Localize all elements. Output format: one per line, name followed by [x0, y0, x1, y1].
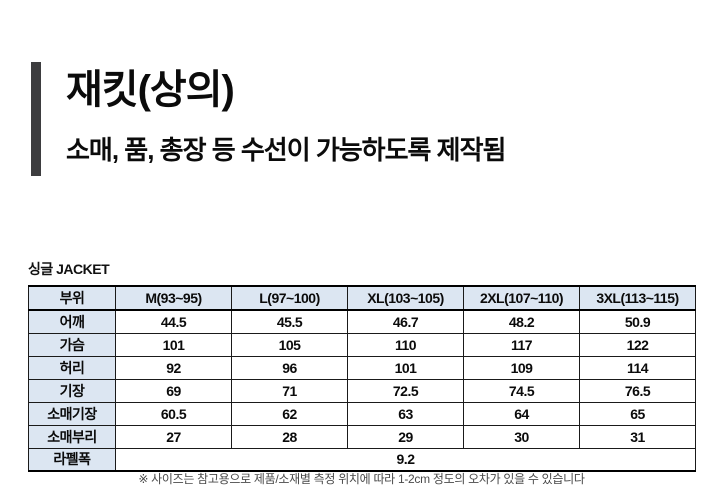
measurement-cell: 69 [115, 378, 232, 403]
measurement-cell: 96 [231, 355, 348, 380]
measurement-cell: 45.5 [231, 309, 348, 334]
measurement-cell: 101 [115, 332, 232, 357]
size-table-section: 싱글 JACKET 부위 M(93~95) L(97~100) XL(103~105)… [28, 259, 696, 472]
measurement-cell: 101 [347, 355, 464, 380]
row-label: 기장 [28, 378, 116, 403]
column-header-size: 3XL(113~115) [579, 285, 696, 311]
row-label: 소매기장 [28, 401, 116, 426]
measurement-cell: 114 [579, 355, 696, 380]
measurement-cell: 48.2 [463, 309, 580, 334]
table-row-lapel: 라펠폭 9.2 [28, 447, 696, 472]
measurement-cell: 92 [115, 355, 232, 380]
table-caption: 싱글 JACKET [28, 261, 110, 277]
measurement-cell: 64 [463, 401, 580, 426]
measurement-cell: 29 [347, 424, 464, 449]
measurement-cell: 50.9 [579, 309, 696, 334]
page-subtitle: 소매, 품, 총장 등 수선이 가능하도록 제작됨 [66, 135, 506, 165]
row-label: 어깨 [28, 309, 116, 334]
table-row: 허리 92 96 101 109 114 [28, 355, 696, 380]
measurement-cell: 74.5 [463, 378, 580, 403]
row-label: 허리 [28, 355, 116, 380]
measurement-cell: 122 [579, 332, 696, 357]
measurement-cell: 62 [231, 401, 348, 426]
measurement-cell: 30 [463, 424, 580, 449]
measurement-cell: 31 [579, 424, 696, 449]
table-row: 어깨 44.5 45.5 46.7 48.2 50.9 [28, 309, 696, 334]
size-table: 부위 M(93~95) L(97~100) XL(103~105) 2XL(107~11… [28, 285, 696, 472]
measurement-cell: 109 [463, 355, 580, 380]
measurement-cell: 65 [579, 401, 696, 426]
header-text: 재킷(상의) 소매, 품, 총장 등 수선이 가능하도록 제작됨 [66, 62, 506, 176]
size-table-header: 부위 M(93~95) L(97~100) XL(103~105) 2XL(107~11… [28, 285, 696, 311]
measurement-cell-spanned: 9.2 [115, 447, 696, 472]
page-header: 재킷(상의) 소매, 품, 총장 등 수선이 가능하도록 제작됨 [31, 62, 506, 176]
measurement-cell: 110 [347, 332, 464, 357]
measurement-cell: 71 [231, 378, 348, 403]
measurement-cell: 72.5 [347, 378, 464, 403]
table-row: 기장 69 71 72.5 74.5 76.5 [28, 378, 696, 403]
table-row: 소매부리 27 28 29 30 31 [28, 424, 696, 449]
size-table-body: 어깨 44.5 45.5 46.7 48.2 50.9 가슴 101 105 110 117 122 허… [28, 309, 696, 472]
title-accent-bar [31, 62, 41, 176]
column-header-size: L(97~100) [231, 285, 348, 311]
table-row: 소매기장 60.5 62 63 64 65 [28, 401, 696, 426]
page-title: 재킷(상의) [66, 68, 235, 112]
measurement-cell: 28 [231, 424, 348, 449]
column-header-size: XL(103~105) [347, 285, 464, 311]
measurement-cell: 76.5 [579, 378, 696, 403]
header-row: 부위 M(93~95) L(97~100) XL(103~105) 2XL(107~11… [28, 285, 696, 311]
table-row: 가슴 101 105 110 117 122 [28, 332, 696, 357]
row-label: 가슴 [28, 332, 116, 357]
measurement-cell: 46.7 [347, 309, 464, 334]
measurement-cell: 60.5 [115, 401, 232, 426]
column-header-size: 2XL(107~110) [463, 285, 580, 311]
size-disclaimer: ※ 사이즈는 참고용으로 제품/소재별 측정 위치에 따라 1-2cm 정도의 … [138, 472, 585, 486]
row-label: 소매부리 [28, 424, 116, 449]
measurement-cell: 117 [463, 332, 580, 357]
column-header-size: M(93~95) [115, 285, 232, 311]
measurement-cell: 44.5 [115, 309, 232, 334]
measurement-cell: 63 [347, 401, 464, 426]
measurement-cell: 105 [231, 332, 348, 357]
measurement-cell: 27 [115, 424, 232, 449]
column-header-label: 부위 [28, 285, 116, 311]
row-label: 라펠폭 [28, 447, 116, 472]
